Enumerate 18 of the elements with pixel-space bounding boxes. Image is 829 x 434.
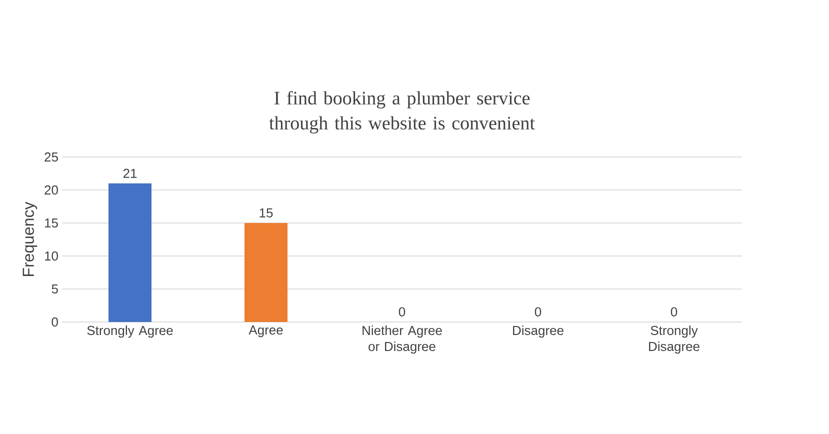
y-axis-title: Frequency [22,202,38,276]
data-label: 0 [534,307,542,316]
x-tick-label: Disagree [513,326,564,338]
data-label: 21 [123,168,137,178]
y-tick-label: 25 [44,152,58,162]
y-tick-label: 10 [45,251,58,261]
x-tick-label: Niether Agree or Disagree [362,326,442,354]
y-tick-label: 5 [52,284,58,294]
y-tick-label: 20 [44,185,58,195]
data-label: 0 [398,307,406,316]
x-tick-label: Strongly Agree [87,326,173,338]
data-label: 15 [260,208,273,218]
data-label: 0 [670,307,678,316]
x-tick-label: Strongly Disagree [649,326,700,354]
x-tick-label: Agree [248,326,283,338]
chart-title: I find booking a plumber service through this website is convenient [269,90,535,134]
y-tick-label: 15 [45,218,58,228]
y-tick-label: 0 [52,317,58,327]
